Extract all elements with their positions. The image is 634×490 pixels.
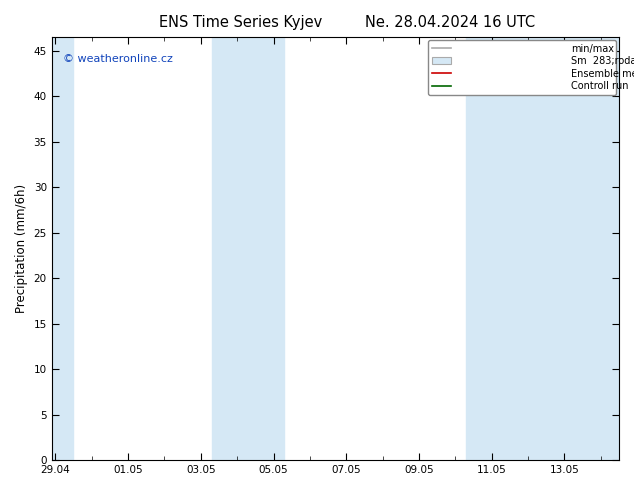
Bar <box>51 37 74 460</box>
Bar <box>212 37 285 460</box>
Text: © weatheronline.cz: © weatheronline.cz <box>63 54 173 64</box>
Text: ENS Time Series Kyjev: ENS Time Series Kyjev <box>159 15 323 30</box>
Text: Ne. 28.04.2024 16 UTC: Ne. 28.04.2024 16 UTC <box>365 15 535 30</box>
Legend: min/max, Sm  283;rodatn acute; odchylka, Ensemble mean run, Controll run: min/max, Sm 283;rodatn acute; odchylka, … <box>428 40 616 95</box>
Bar <box>466 37 623 460</box>
Y-axis label: Precipitation (mm/6h): Precipitation (mm/6h) <box>15 184 28 313</box>
